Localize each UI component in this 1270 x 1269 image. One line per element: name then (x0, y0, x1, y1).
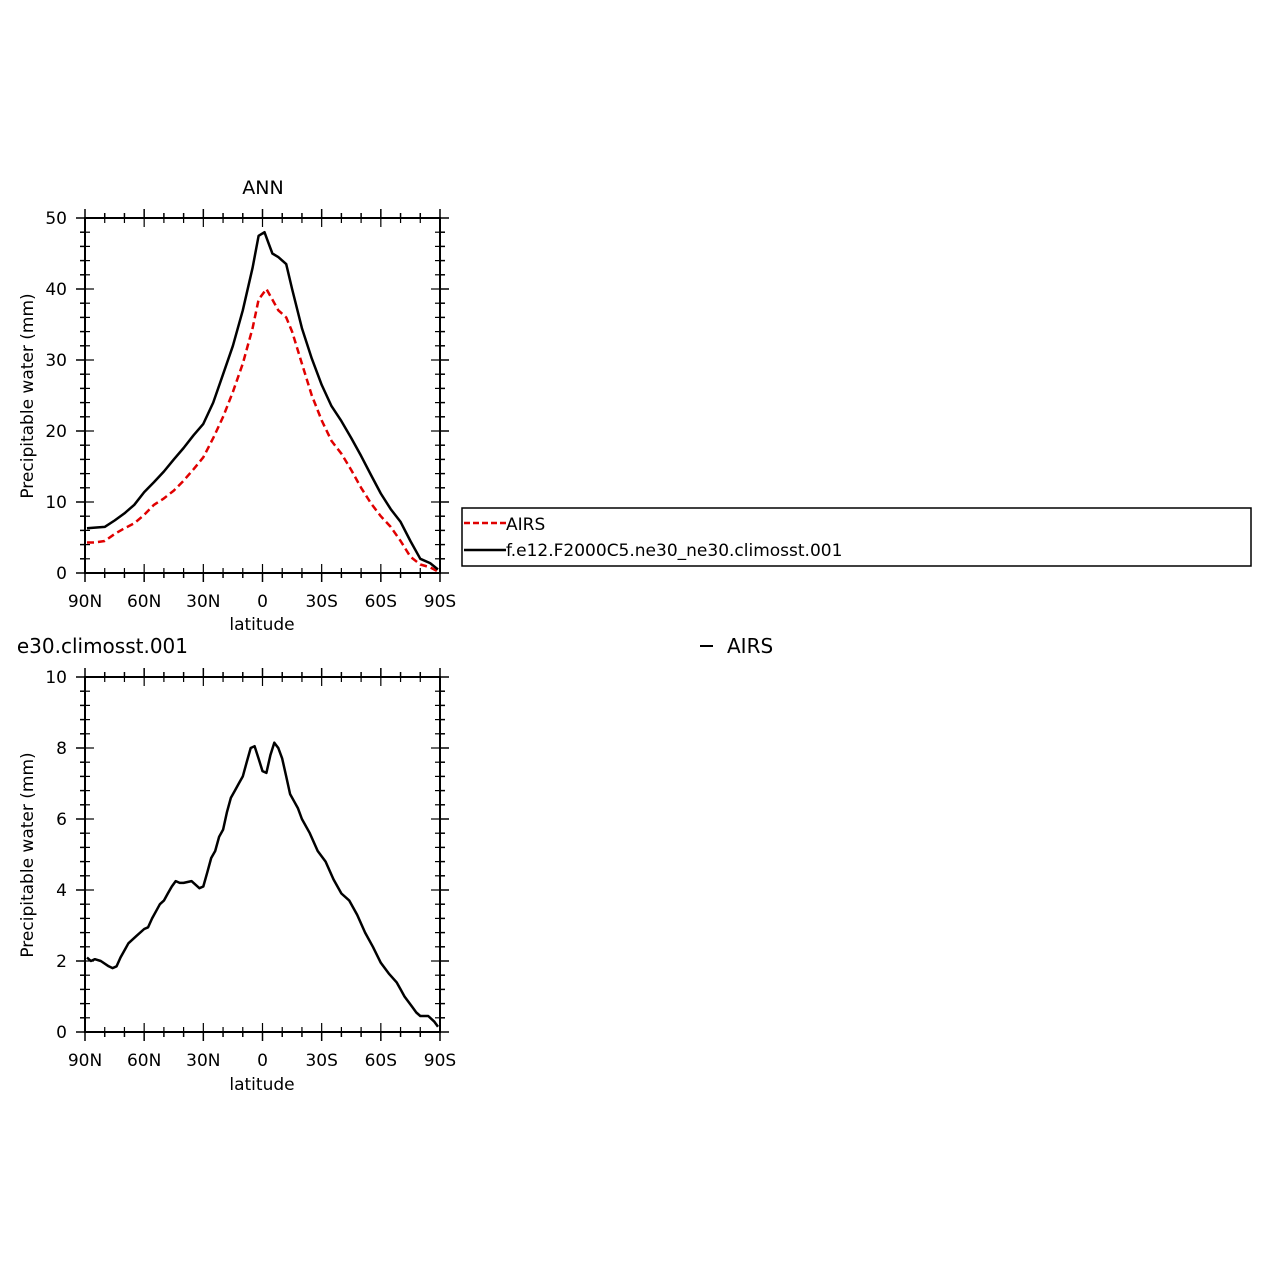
y-tick-label: 20 (45, 422, 67, 442)
bottom-x-axis-label: latitude (229, 1075, 294, 1095)
y-tick-label: 2 (56, 952, 67, 972)
y-tick-label: 0 (56, 564, 67, 584)
top-chart: ANN 90N 60N 30N 0 30S 60S 90S 0 10 20 30 40 50 latit… (18, 177, 456, 635)
x-tick-label: 0 (257, 592, 268, 612)
x-tick-label: 30N (186, 592, 220, 612)
x-tick-label: 0 (257, 1051, 268, 1071)
top-chart-ticks: 90N 60N 30N 0 30S 60S 90S 0 10 20 30 40 50 (45, 209, 456, 612)
top-y-axis-label: Precipitable water (mm) (18, 293, 38, 498)
y-tick-label: 40 (45, 280, 67, 300)
top-chart-series (86, 230, 439, 573)
y-tick-label: 50 (45, 209, 67, 229)
x-tick-label: 90N (68, 1051, 102, 1071)
x-tick-label: 30N (186, 1051, 220, 1071)
y-tick-label: 8 (56, 739, 67, 759)
x-tick-label: 30S (305, 1051, 337, 1071)
x-tick-label: 90S (424, 1051, 456, 1071)
top-chart-title: ANN (242, 177, 283, 199)
legend-label-airs: AIRS (506, 515, 545, 535)
bottom-chart-series (86, 741, 440, 1028)
y-tick-label: 10 (45, 668, 67, 688)
bottom-chart-ticks: 90N 60N 30N 0 30S 60S 90S 0 2 4 6 8 10 (45, 668, 456, 1071)
x-tick-label: 30S (305, 592, 337, 612)
x-tick-label: 60N (127, 592, 161, 612)
series-line-0 (87, 287, 439, 573)
legend: AIRS f.e12.F2000C5.ne30_ne30.climosst.00… (461, 507, 1252, 567)
x-tick-label: 60S (365, 1051, 397, 1071)
x-tick-label: 90N (68, 592, 102, 612)
series-line-0 (86, 741, 440, 1028)
x-tick-label: 90S (424, 592, 456, 612)
legend-label-model: f.e12.F2000C5.ne30_ne30.climosst.001 (506, 541, 842, 561)
bottom-chart-title: e30.climosst.001 (17, 634, 188, 658)
y-tick-label: 30 (45, 351, 67, 371)
legend-box (461, 507, 1252, 567)
y-tick-label: 6 (56, 810, 67, 830)
bottom-plot-frame (84, 676, 441, 1033)
bottom-y-axis-label: Precipitable water (mm) (18, 752, 38, 957)
y-tick-label: 0 (56, 1023, 67, 1043)
y-tick-label: 10 (45, 493, 67, 513)
x-tick-label: 60S (365, 592, 397, 612)
y-tick-label: 4 (56, 881, 67, 901)
x-tick-label: 60N (127, 1051, 161, 1071)
bottom-chart: e30.climosst.001 AIRS 90N 60N 30N 0 30S 60S 90… (17, 634, 773, 1095)
top-x-axis-label: latitude (229, 615, 294, 635)
series-line-1 (86, 230, 439, 571)
bottom-chart-title-right: AIRS (727, 634, 773, 658)
